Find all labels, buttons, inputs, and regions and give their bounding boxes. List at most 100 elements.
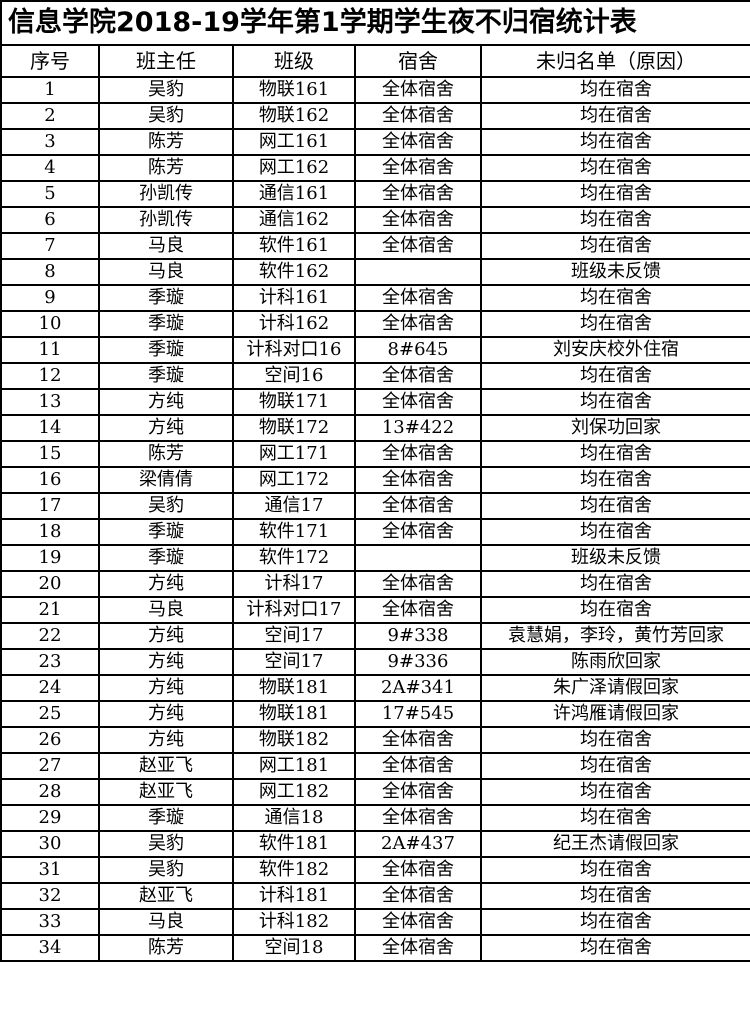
cell-teacher[interactable]: 孙凯传 (98, 180, 234, 208)
cell-absent[interactable]: 均在宿舍 (480, 518, 750, 546)
cell-class[interactable]: 计科182 (232, 908, 356, 936)
cell-dorm[interactable]: 全体宿舍 (354, 128, 482, 156)
cell-index[interactable]: 9 (0, 284, 100, 312)
cell-absent[interactable]: 陈雨欣回家 (480, 648, 750, 676)
cell-teacher[interactable]: 陈芳 (98, 154, 234, 182)
cell-absent[interactable]: 均在宿舍 (480, 856, 750, 884)
cell-dorm[interactable]: 全体宿舍 (354, 726, 482, 754)
cell-teacher[interactable]: 孙凯传 (98, 206, 234, 234)
cell-dorm[interactable] (354, 258, 482, 286)
cell-absent[interactable]: 均在宿舍 (480, 466, 750, 494)
cell-teacher[interactable]: 方纯 (98, 648, 234, 676)
cell-teacher[interactable]: 季璇 (98, 518, 234, 546)
cell-dorm[interactable] (354, 544, 482, 572)
cell-absent[interactable]: 袁慧娟，李玲，黄竹芳回家 (480, 622, 750, 650)
cell-class[interactable]: 计科181 (232, 882, 356, 910)
cell-absent[interactable]: 均在宿舍 (480, 362, 750, 390)
cell-class[interactable]: 物联172 (232, 414, 356, 442)
cell-absent[interactable]: 班级未反馈 (480, 544, 750, 572)
cell-absent[interactable]: 均在宿舍 (480, 804, 750, 832)
cell-class[interactable]: 物联181 (232, 700, 356, 728)
header-cell-teacher[interactable]: 班主任 (98, 44, 234, 78)
cell-absent[interactable]: 均在宿舍 (480, 232, 750, 260)
cell-index[interactable]: 11 (0, 336, 100, 364)
cell-dorm[interactable]: 全体宿舍 (354, 752, 482, 780)
header-cell-index[interactable]: 序号 (0, 44, 100, 78)
cell-index[interactable]: 19 (0, 544, 100, 572)
cell-index[interactable]: 8 (0, 258, 100, 286)
cell-dorm[interactable]: 全体宿舍 (354, 310, 482, 338)
cell-dorm[interactable]: 全体宿舍 (354, 882, 482, 910)
cell-teacher[interactable]: 方纯 (98, 388, 234, 416)
cell-index[interactable]: 15 (0, 440, 100, 468)
cell-class[interactable]: 网工181 (232, 752, 356, 780)
cell-class[interactable]: 计科对口16 (232, 336, 356, 364)
cell-index[interactable]: 18 (0, 518, 100, 546)
cell-index[interactable]: 34 (0, 934, 100, 962)
cell-dorm[interactable]: 全体宿舍 (354, 76, 482, 104)
cell-absent[interactable]: 均在宿舍 (480, 908, 750, 936)
cell-dorm[interactable]: 全体宿舍 (354, 570, 482, 598)
cell-index[interactable]: 29 (0, 804, 100, 832)
cell-absent[interactable]: 朱广泽请假回家 (480, 674, 750, 702)
cell-class[interactable]: 网工161 (232, 128, 356, 156)
cell-teacher[interactable]: 季璇 (98, 336, 234, 364)
cell-absent[interactable]: 均在宿舍 (480, 934, 750, 962)
cell-class[interactable]: 网工182 (232, 778, 356, 806)
cell-teacher[interactable]: 陈芳 (98, 128, 234, 156)
cell-absent[interactable]: 均在宿舍 (480, 388, 750, 416)
cell-dorm[interactable]: 全体宿舍 (354, 856, 482, 884)
cell-teacher[interactable]: 季璇 (98, 284, 234, 312)
cell-index[interactable]: 30 (0, 830, 100, 858)
cell-dorm[interactable]: 全体宿舍 (354, 440, 482, 468)
cell-dorm[interactable]: 全体宿舍 (354, 466, 482, 494)
cell-teacher[interactable]: 梁倩倩 (98, 466, 234, 494)
cell-absent[interactable]: 均在宿舍 (480, 76, 750, 104)
cell-class[interactable]: 计科对口17 (232, 596, 356, 624)
cell-absent[interactable]: 均在宿舍 (480, 440, 750, 468)
cell-teacher[interactable]: 吴豹 (98, 492, 234, 520)
cell-index[interactable]: 31 (0, 856, 100, 884)
cell-class[interactable]: 软件172 (232, 544, 356, 572)
cell-dorm[interactable]: 全体宿舍 (354, 492, 482, 520)
cell-class[interactable]: 通信17 (232, 492, 356, 520)
cell-absent[interactable]: 均在宿舍 (480, 726, 750, 754)
cell-dorm[interactable]: 全体宿舍 (354, 232, 482, 260)
cell-dorm[interactable]: 全体宿舍 (354, 154, 482, 182)
cell-class[interactable]: 软件182 (232, 856, 356, 884)
cell-class[interactable]: 物联162 (232, 102, 356, 130)
cell-teacher[interactable]: 季璇 (98, 804, 234, 832)
cell-index[interactable]: 2 (0, 102, 100, 130)
cell-class[interactable]: 物联182 (232, 726, 356, 754)
cell-teacher[interactable]: 赵亚飞 (98, 752, 234, 780)
cell-dorm[interactable]: 全体宿舍 (354, 180, 482, 208)
cell-index[interactable]: 13 (0, 388, 100, 416)
cell-dorm[interactable]: 全体宿舍 (354, 934, 482, 962)
cell-class[interactable]: 软件181 (232, 830, 356, 858)
cell-absent[interactable]: 均在宿舍 (480, 752, 750, 780)
cell-index[interactable]: 27 (0, 752, 100, 780)
cell-index[interactable]: 3 (0, 128, 100, 156)
cell-index[interactable]: 12 (0, 362, 100, 390)
cell-class[interactable]: 空间16 (232, 362, 356, 390)
cell-absent[interactable]: 均在宿舍 (480, 284, 750, 312)
cell-teacher[interactable]: 季璇 (98, 544, 234, 572)
cell-absent[interactable]: 纪王杰请假回家 (480, 830, 750, 858)
cell-class[interactable]: 计科161 (232, 284, 356, 312)
cell-class[interactable]: 网工172 (232, 466, 356, 494)
cell-index[interactable]: 4 (0, 154, 100, 182)
cell-absent[interactable]: 均在宿舍 (480, 778, 750, 806)
cell-teacher[interactable]: 赵亚飞 (98, 778, 234, 806)
cell-dorm[interactable]: 全体宿舍 (354, 388, 482, 416)
cell-dorm[interactable]: 全体宿舍 (354, 362, 482, 390)
cell-teacher[interactable]: 陈芳 (98, 934, 234, 962)
cell-class[interactable]: 空间17 (232, 622, 356, 650)
cell-dorm[interactable]: 13#422 (354, 414, 482, 442)
cell-index[interactable]: 7 (0, 232, 100, 260)
cell-absent[interactable]: 班级未反馈 (480, 258, 750, 286)
cell-teacher[interactable]: 吴豹 (98, 76, 234, 104)
cell-teacher[interactable]: 陈芳 (98, 440, 234, 468)
cell-index[interactable]: 10 (0, 310, 100, 338)
cell-dorm[interactable]: 全体宿舍 (354, 284, 482, 312)
cell-index[interactable]: 20 (0, 570, 100, 598)
